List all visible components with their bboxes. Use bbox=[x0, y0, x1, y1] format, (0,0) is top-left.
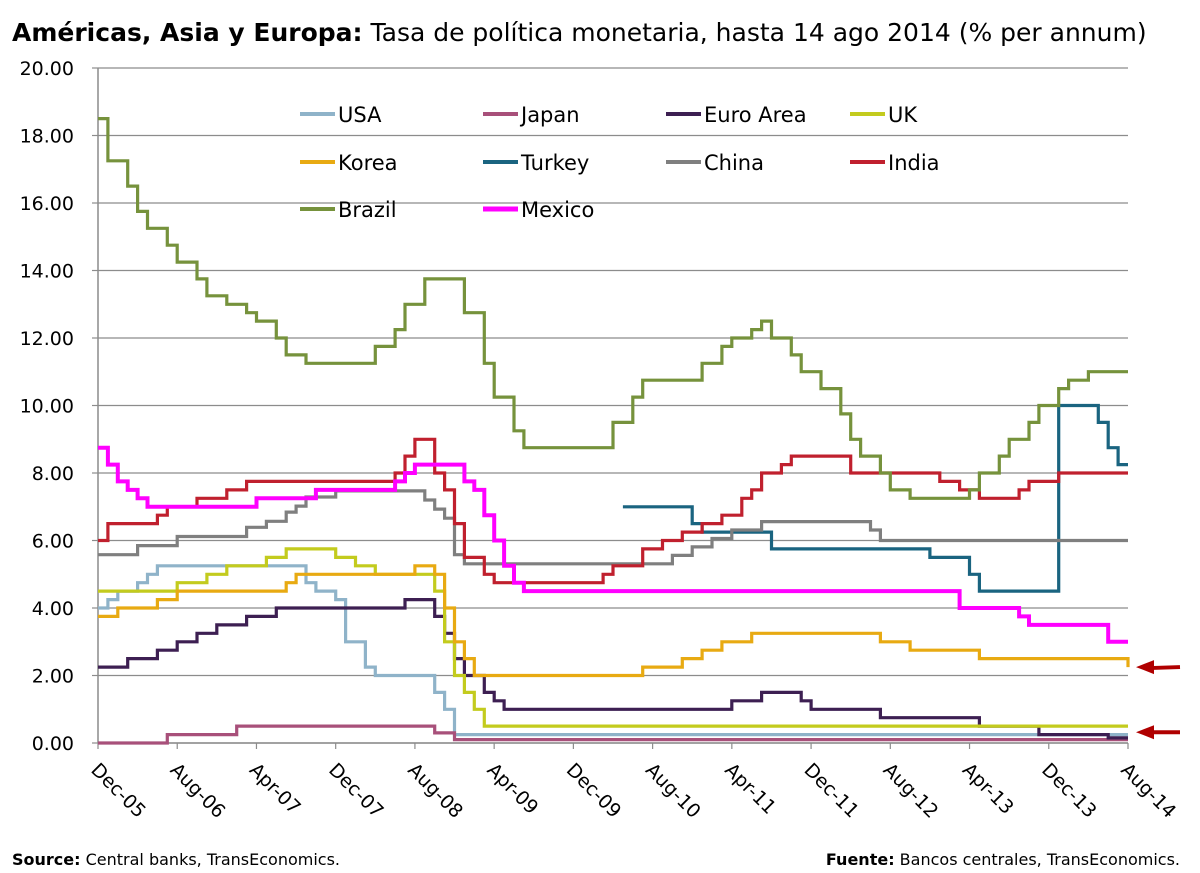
series-line-china bbox=[98, 489, 1128, 566]
x-tick-label: Aug-14 bbox=[1116, 759, 1180, 823]
annotation-arrow bbox=[1136, 660, 1181, 675]
fuente-note: Fuente: Bancos centrales, TransEconomics… bbox=[826, 850, 1180, 869]
fuente-label: Fuente: bbox=[825, 850, 895, 869]
plot-lines bbox=[98, 117, 1130, 745]
legend-label-uk: UK bbox=[888, 103, 918, 127]
x-tick-label: Dec-07 bbox=[324, 759, 388, 823]
legend-label-korea: Korea bbox=[338, 151, 398, 175]
legend-label-turkey: Turkey bbox=[520, 151, 589, 175]
x-tick-label: Aug-08 bbox=[403, 759, 467, 823]
series-line-uk bbox=[98, 547, 1128, 728]
legend-label-china: China bbox=[704, 151, 764, 175]
y-tick-label: 0.00 bbox=[32, 733, 74, 755]
source-label: Source: bbox=[12, 850, 81, 869]
x-tick-label: Apr-11 bbox=[720, 759, 780, 819]
arrow-head bbox=[1136, 660, 1154, 675]
x-tick-label: Dec-09 bbox=[562, 759, 626, 823]
y-tick-label: 8.00 bbox=[32, 463, 74, 485]
chart-title-bold: Américas, Asia y Europa: bbox=[12, 18, 363, 47]
source-text: Central banks, TransEconomics. bbox=[80, 850, 340, 869]
annotation-arrow bbox=[1136, 725, 1180, 740]
y-tick-label: 20.00 bbox=[20, 58, 74, 80]
series-line-turkey bbox=[622, 403, 1128, 593]
x-tick-label: Aug-06 bbox=[166, 759, 230, 823]
x-tick-label: Dec-11 bbox=[800, 759, 864, 823]
x-tick-label: Aug-12 bbox=[879, 759, 943, 823]
y-tick-label: 12.00 bbox=[20, 328, 74, 350]
series-line-mexico bbox=[98, 445, 1128, 644]
series-line-japan bbox=[98, 724, 1128, 745]
series-line-korea bbox=[98, 564, 1130, 678]
y-tick-label: 16.00 bbox=[20, 193, 74, 215]
fuente-text: Bancos centrales, TransEconomics. bbox=[894, 850, 1180, 869]
grid bbox=[98, 67, 1128, 744]
x-tick-label: Dec-05 bbox=[86, 759, 150, 823]
series-line-brazil bbox=[98, 117, 1128, 500]
x-axis: Dec-05 Aug-06 Apr-07 Dec-07 Aug-08 Apr-09 Dec-… bbox=[86, 742, 1180, 823]
legend-label-india: India bbox=[888, 151, 940, 175]
series-line-india bbox=[98, 437, 1128, 585]
x-tick-label: Apr-09 bbox=[483, 759, 543, 819]
legend-label-usa: USA bbox=[338, 103, 382, 127]
legend-label-japan: Japan bbox=[519, 103, 580, 127]
y-tick-label: 2.00 bbox=[32, 666, 74, 688]
x-tick-label: Apr-13 bbox=[958, 759, 1018, 819]
y-tick-label: 6.00 bbox=[32, 531, 74, 553]
chart-title-rest: Tasa de política monetaria, hasta 14 ago… bbox=[362, 18, 1147, 47]
y-tick-label: 18.00 bbox=[20, 126, 74, 148]
annotation-arrows bbox=[1136, 660, 1181, 740]
y-tick-label: 10.00 bbox=[20, 396, 74, 418]
legend-label-mexico: Mexico bbox=[521, 198, 594, 222]
arrow-shaft bbox=[1149, 665, 1181, 671]
y-tick-label: 4.00 bbox=[32, 598, 74, 620]
series-line-euro-area bbox=[98, 598, 1128, 740]
arrow-head bbox=[1136, 725, 1154, 740]
x-tick-label: Apr-07 bbox=[245, 759, 305, 819]
x-tick-label: Aug-10 bbox=[641, 759, 705, 823]
x-tick-label: Dec-13 bbox=[1037, 759, 1101, 823]
source-note: Source: Central banks, TransEconomics. bbox=[12, 850, 340, 869]
legend: USA Japan Euro Area UK Korea Turkey China India… bbox=[300, 103, 940, 222]
y-axis: 0.00 2.00 4.00 6.00 8.00 10.00 12.00 14.00 16.00… bbox=[20, 58, 99, 755]
legend-label-euro-area: Euro Area bbox=[704, 103, 807, 127]
legend-label-brazil: Brazil bbox=[338, 198, 397, 222]
chart-title: Américas, Asia y Europa: Tasa de polític… bbox=[12, 18, 1147, 47]
y-tick-label: 14.00 bbox=[20, 261, 74, 283]
